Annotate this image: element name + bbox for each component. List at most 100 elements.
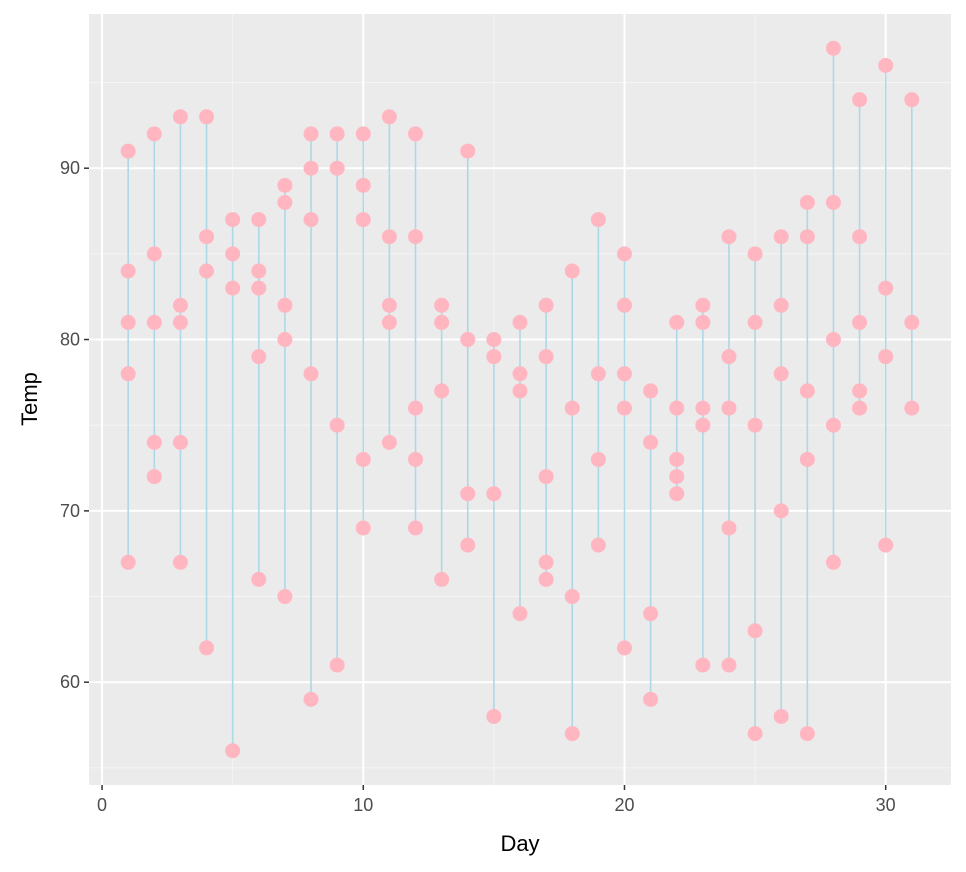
data-point bbox=[747, 314, 763, 330]
data-point bbox=[904, 92, 920, 108]
data-point bbox=[773, 297, 789, 313]
data-point bbox=[251, 571, 267, 587]
data-point bbox=[172, 314, 188, 330]
data-point bbox=[695, 417, 711, 433]
data-point bbox=[172, 434, 188, 450]
data-point bbox=[799, 194, 815, 210]
data-point bbox=[251, 280, 267, 296]
data-point bbox=[825, 417, 841, 433]
data-point bbox=[434, 571, 450, 587]
data-point bbox=[303, 212, 319, 228]
data-point bbox=[408, 400, 424, 416]
data-point bbox=[590, 451, 606, 467]
data-point bbox=[904, 314, 920, 330]
data-point bbox=[878, 537, 894, 553]
x-tick-label: 0 bbox=[97, 795, 107, 815]
data-point bbox=[486, 349, 502, 365]
data-point bbox=[277, 589, 293, 605]
data-point bbox=[721, 520, 737, 536]
data-point bbox=[199, 109, 215, 125]
data-point bbox=[512, 366, 528, 382]
data-point bbox=[460, 332, 476, 348]
data-point bbox=[669, 400, 685, 416]
data-point bbox=[146, 126, 162, 142]
data-point bbox=[669, 451, 685, 467]
data-point bbox=[460, 486, 476, 502]
data-point bbox=[669, 486, 685, 502]
data-point bbox=[878, 349, 894, 365]
data-point bbox=[616, 400, 632, 416]
data-point bbox=[303, 691, 319, 707]
x-axis-title: Day bbox=[500, 831, 539, 856]
data-point bbox=[146, 314, 162, 330]
data-point bbox=[303, 160, 319, 176]
data-point bbox=[172, 109, 188, 125]
data-point bbox=[590, 212, 606, 228]
data-point bbox=[721, 657, 737, 673]
data-point bbox=[904, 400, 920, 416]
data-point bbox=[329, 657, 345, 673]
data-point bbox=[590, 366, 606, 382]
data-point bbox=[852, 314, 868, 330]
data-points bbox=[120, 40, 920, 759]
data-point bbox=[852, 400, 868, 416]
data-point bbox=[564, 400, 580, 416]
data-point bbox=[486, 486, 502, 502]
data-point bbox=[408, 520, 424, 536]
data-point bbox=[512, 314, 528, 330]
data-point bbox=[355, 520, 371, 536]
data-point bbox=[355, 126, 371, 142]
data-point bbox=[172, 554, 188, 570]
data-point bbox=[408, 126, 424, 142]
data-point bbox=[799, 229, 815, 245]
data-point bbox=[825, 194, 841, 210]
data-point bbox=[721, 349, 737, 365]
data-point bbox=[538, 349, 554, 365]
data-point bbox=[799, 726, 815, 742]
data-point bbox=[329, 160, 345, 176]
data-point bbox=[460, 537, 476, 553]
data-point bbox=[773, 366, 789, 382]
data-point bbox=[120, 554, 136, 570]
data-point bbox=[146, 434, 162, 450]
data-point bbox=[852, 92, 868, 108]
data-point bbox=[486, 708, 502, 724]
data-point bbox=[695, 657, 711, 673]
data-point bbox=[643, 691, 659, 707]
data-point bbox=[852, 229, 868, 245]
data-point bbox=[225, 743, 241, 759]
data-point bbox=[434, 297, 450, 313]
y-tick-label: 80 bbox=[60, 330, 80, 350]
data-point bbox=[199, 263, 215, 279]
data-point bbox=[616, 640, 632, 656]
data-point bbox=[199, 229, 215, 245]
data-point bbox=[355, 177, 371, 193]
y-tick-label: 90 bbox=[60, 158, 80, 178]
data-point bbox=[799, 383, 815, 399]
data-point bbox=[799, 451, 815, 467]
data-point bbox=[251, 263, 267, 279]
data-point bbox=[669, 314, 685, 330]
data-point bbox=[277, 332, 293, 348]
data-point bbox=[460, 143, 476, 159]
data-point bbox=[747, 623, 763, 639]
x-tick-label: 30 bbox=[876, 795, 896, 815]
data-point bbox=[277, 177, 293, 193]
range-segments bbox=[127, 48, 913, 751]
y-tick-label: 70 bbox=[60, 501, 80, 521]
data-point bbox=[564, 589, 580, 605]
data-point bbox=[408, 451, 424, 467]
y-axis-ticks: 60 70 80 90 bbox=[60, 158, 89, 692]
data-point bbox=[381, 109, 397, 125]
data-point bbox=[329, 126, 345, 142]
data-point bbox=[616, 246, 632, 262]
data-point bbox=[747, 726, 763, 742]
data-point bbox=[878, 280, 894, 296]
data-point bbox=[695, 400, 711, 416]
data-point bbox=[538, 554, 554, 570]
data-point bbox=[381, 314, 397, 330]
data-point bbox=[277, 297, 293, 313]
data-point bbox=[564, 726, 580, 742]
data-point bbox=[512, 383, 528, 399]
